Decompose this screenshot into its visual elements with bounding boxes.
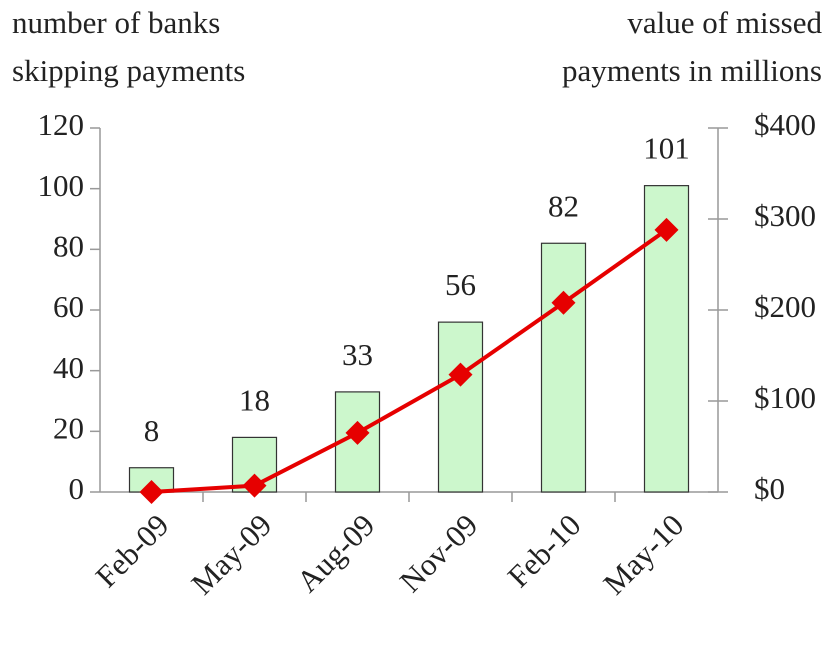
x-tick-label: Nov-09: [393, 507, 485, 599]
bar: [540, 242, 587, 493]
data-label: 56: [445, 267, 476, 302]
marker: [345, 420, 370, 445]
y2-tick-label: $200: [754, 289, 816, 324]
y2-axis-label: value of missed: [627, 5, 822, 40]
x-tick-label: Feb-09: [89, 507, 176, 594]
y2-axis-label: payments in millions: [562, 53, 822, 88]
data-label: 101: [643, 131, 690, 166]
y-axis-label: number of banks: [12, 5, 220, 40]
x-tick-label: Feb-10: [501, 507, 588, 594]
y-tick-label: 40: [53, 350, 84, 385]
line: [151, 228, 668, 494]
y-tick-label: 0: [69, 471, 85, 506]
marker: [551, 290, 576, 315]
bar: [643, 185, 690, 493]
marker: [242, 473, 267, 498]
marker: [654, 217, 679, 242]
y2-tick-label: $300: [754, 198, 816, 233]
marker: [448, 362, 473, 387]
data-label: 8: [144, 413, 160, 448]
y-tick-label: 60: [53, 289, 84, 324]
y-tick-label: 100: [38, 168, 85, 203]
x-tick-label: Aug-09: [290, 507, 382, 599]
y-tick-label: 80: [53, 228, 84, 263]
x-tick-label: May-10: [596, 507, 690, 601]
data-label: 82: [548, 188, 579, 223]
y2-tick-label: $100: [754, 380, 816, 415]
y-tick-label: 20: [53, 410, 84, 445]
data-label: 33: [342, 337, 373, 372]
bar: [437, 321, 484, 493]
y-axis-label: skipping payments: [12, 53, 245, 88]
marker: [139, 480, 164, 504]
y2-tick-label: $400: [754, 107, 816, 142]
y2-tick-label: $0: [754, 471, 785, 506]
y-tick-label: 120: [38, 107, 85, 142]
x-tick-label: May-09: [184, 507, 278, 601]
data-label: 18: [239, 383, 270, 418]
